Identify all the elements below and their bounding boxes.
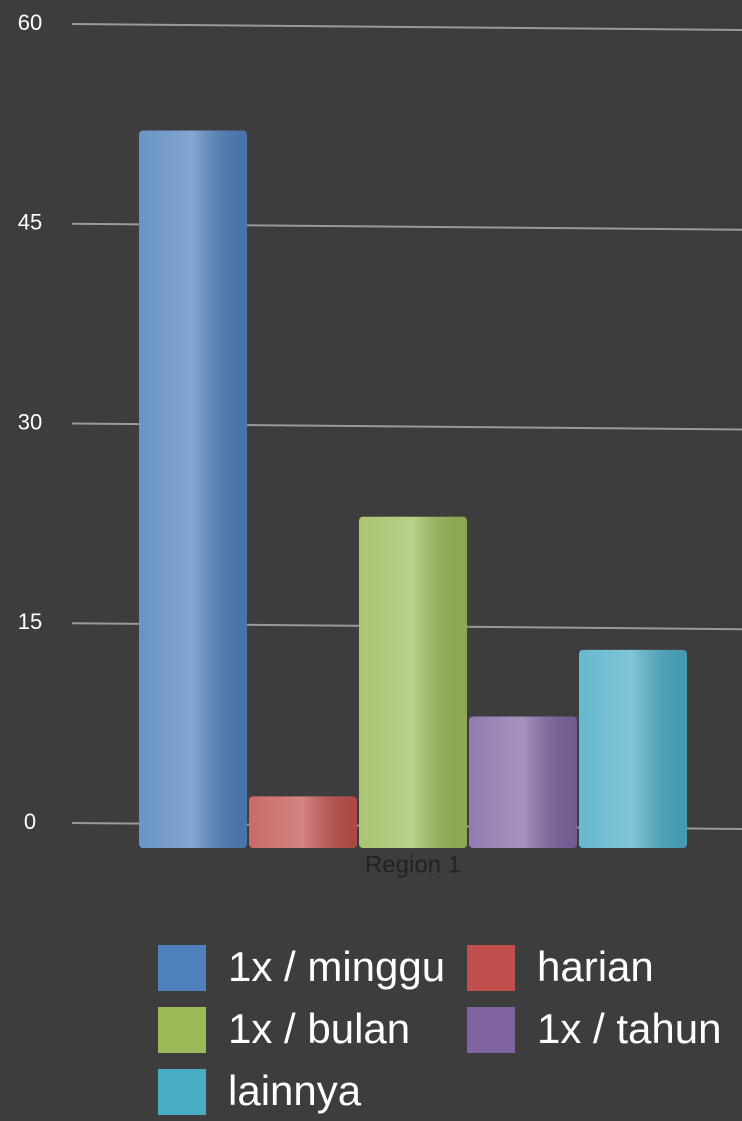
legend-swatch [158, 945, 206, 991]
legend-label: harian [537, 943, 654, 990]
legend-label: lainnya [228, 1067, 362, 1114]
legend-swatch [158, 1069, 206, 1115]
y-tick-label: 60 [18, 10, 42, 35]
bar-shine [139, 130, 247, 849]
legend-label: 1x / bulan [228, 1005, 410, 1052]
y-tick-label: 15 [18, 609, 42, 634]
x-tick-label: Region 1 [365, 851, 461, 878]
legend-swatch [467, 945, 515, 991]
legend-swatch [467, 1007, 515, 1053]
y-tick-label: 45 [18, 210, 42, 235]
legend-label: 1x / minggu [228, 943, 445, 990]
y-tick-label: 0 [24, 809, 36, 834]
bar-shine [579, 649, 687, 848]
grid-line [71, 23, 742, 31]
legend-swatch [158, 1007, 206, 1053]
bar-shine [469, 716, 577, 848]
bar-shine [359, 516, 467, 848]
bar-shine [249, 796, 357, 848]
legend-label: 1x / tahun [537, 1005, 721, 1052]
y-tick-label: 30 [18, 409, 42, 434]
